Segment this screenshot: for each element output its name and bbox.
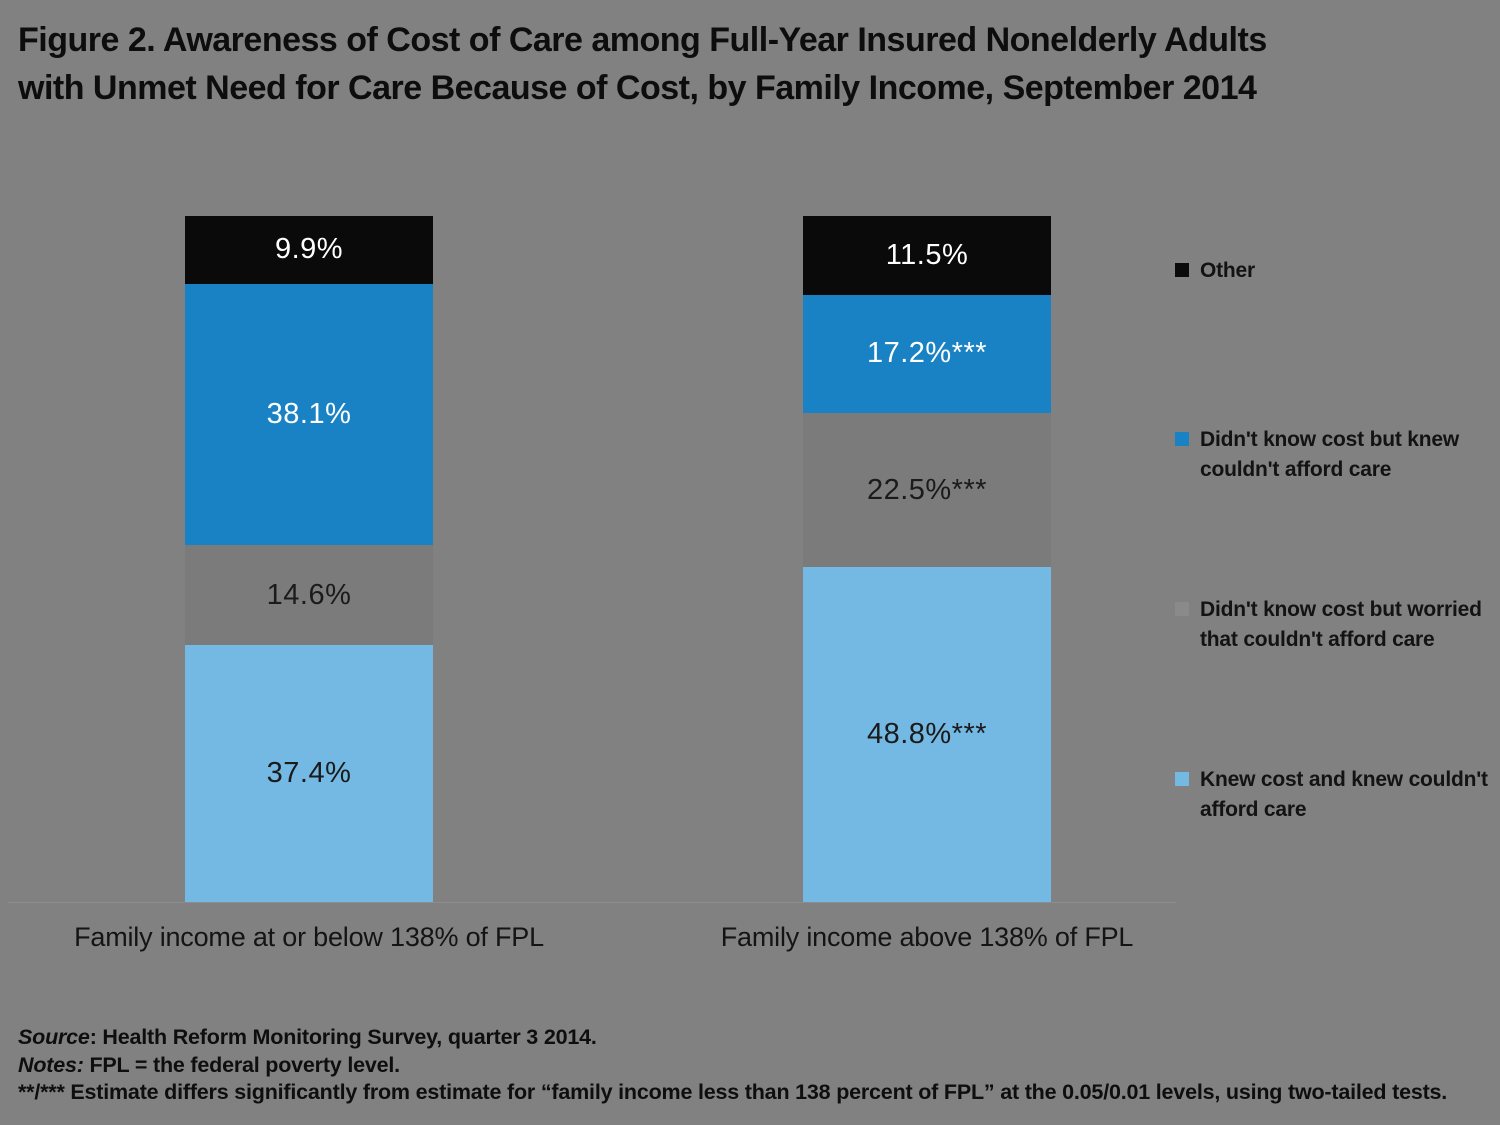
bar-segment: 22.5%***: [803, 412, 1051, 568]
legend-item-didnt-know-worried: Didn't know cost but worried that couldn…: [1175, 595, 1490, 655]
notes-note: Notes: FPL = the federal poverty level.: [18, 1052, 400, 1077]
bar-segment: 9.9%: [185, 216, 433, 284]
source-note: Source: Health Reform Monitoring Survey,…: [18, 1025, 597, 1049]
bar-value-label: 9.9%: [274, 233, 344, 266]
legend-label: Other: [1200, 259, 1256, 282]
footnotes: Source: Health Reform Monitoring Survey,…: [18, 1024, 1488, 1107]
plot-area: 9.9% 38.1% 14.6% 37.4% 11.5% 17.2%*** 22.5%***…: [0, 216, 1500, 902]
significance-note: **/*** Estimate differs significantly fr…: [18, 1080, 1448, 1104]
legend: Other Didn't know cost but knew couldn't…: [1175, 0, 1490, 902]
bar-segment: 11.5%: [803, 216, 1051, 295]
legend-swatch-other: [1175, 263, 1189, 277]
legend-item-didnt-know-knew: Didn't know cost but knew couldn't affor…: [1175, 425, 1490, 485]
bar-value-label: 17.2%***: [866, 337, 988, 370]
x-axis-line: [8, 902, 1176, 903]
legend-label: Didn't know cost but worried that couldn…: [1200, 598, 1482, 651]
bar-segment: 37.4%: [185, 645, 433, 902]
bar-value-label: 11.5%: [885, 238, 969, 271]
bar-value-label: 14.6%: [266, 578, 352, 611]
bar-segment: 17.2%***: [803, 294, 1051, 413]
bar-value-label: 48.8%***: [866, 718, 988, 751]
legend-label: Didn't know cost but knew couldn't affor…: [1200, 428, 1459, 481]
category-label-above-138-fpl: Family income above 138% of FPL: [720, 922, 1134, 952]
legend-item-other: Other: [1175, 256, 1490, 286]
figure-title: Figure 2. Awareness of Cost of Care amon…: [18, 16, 1478, 112]
figure-title-line1: Figure 2. Awareness of Cost of Care amon…: [18, 21, 1267, 59]
stacked-bar: 9.9% 38.1% 14.6% 37.4%: [185, 216, 433, 902]
figure-title-line2: with Unmet Need for Care Because of Cost…: [18, 69, 1257, 107]
legend-swatch-didnt-know-knew: [1175, 432, 1189, 446]
bar-segment: 48.8%***: [803, 567, 1051, 902]
bar-segment: 14.6%: [185, 545, 433, 646]
legend-item-knew-cost: Knew cost and knew couldn't afford care: [1175, 765, 1490, 825]
bar-value-label: 22.5%***: [866, 473, 988, 506]
bar-value-label: 37.4%: [266, 757, 352, 790]
legend-swatch-didnt-know-worried: [1175, 602, 1189, 616]
category-label-below-138-fpl: Family income at or below 138% of FPL: [74, 922, 544, 952]
stacked-bar: 11.5% 17.2%*** 22.5%*** 48.8%***: [803, 216, 1051, 902]
legend-swatch-knew-cost: [1175, 772, 1189, 786]
bar-value-label: 38.1%: [266, 398, 352, 431]
legend-label: Knew cost and knew couldn't afford care: [1200, 768, 1488, 821]
bar-segment: 38.1%: [185, 283, 433, 546]
